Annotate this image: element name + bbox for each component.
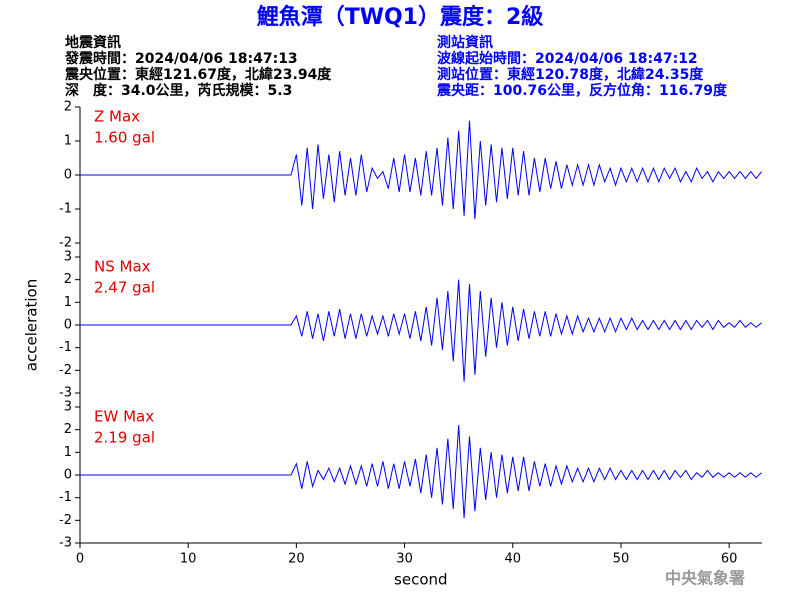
y-tick-label: 3 xyxy=(64,400,72,415)
info-left: 深 度：34.0公里，芮氏規模：5.3 xyxy=(65,82,292,99)
annotation: 2.47 gal xyxy=(94,279,155,297)
annotation: NS Max xyxy=(94,258,151,276)
y-tick-label: 1 xyxy=(64,295,72,310)
info-left: 地震資訊 xyxy=(65,34,121,51)
waveform xyxy=(80,279,762,382)
x-tick-label: 30 xyxy=(396,552,413,567)
x-tick-label: 60 xyxy=(721,552,738,567)
y-tick-label: 2 xyxy=(64,272,72,287)
y-tick-label: 0 xyxy=(64,468,72,483)
y-tick-label: -2 xyxy=(59,236,72,251)
info-left: 發震時間：2024/04/06 18:47:13 xyxy=(64,50,298,67)
annotation: EW Max xyxy=(94,408,154,426)
x-tick-label: 50 xyxy=(613,552,630,567)
footer: 中央氣象署 xyxy=(665,569,745,588)
y-tick-label: -3 xyxy=(59,386,72,401)
x-axis-label: second xyxy=(394,571,448,589)
y-tick-label: -1 xyxy=(59,490,72,505)
info-left: 震央位置：東經121.67度，北緯23.94度 xyxy=(64,66,332,83)
y-tick-label: 3 xyxy=(64,250,72,265)
y-tick-label: 2 xyxy=(64,100,72,115)
x-tick-label: 20 xyxy=(288,552,305,567)
x-tick-label: 40 xyxy=(504,552,521,567)
y-tick-label: -3 xyxy=(59,536,72,551)
info-right: 震央距：100.76公里，反方位角：116.79度 xyxy=(436,82,728,99)
x-tick-label: 10 xyxy=(180,552,197,567)
y-tick-label: 1 xyxy=(64,445,72,460)
info-right: 波線起始時間：2024/04/06 18:47:12 xyxy=(437,50,698,67)
annotation: 1.60 gal xyxy=(94,129,155,147)
annotation: Z Max xyxy=(94,108,140,126)
waveform xyxy=(80,120,762,220)
x-tick-label: 0 xyxy=(76,552,84,567)
y-axis-label: acceleration xyxy=(23,279,41,371)
y-tick-label: -1 xyxy=(59,202,72,217)
annotation: 2.19 gal xyxy=(94,429,155,447)
info-right: 測站位置：東經120.78度，北緯24.35度 xyxy=(437,66,704,83)
y-tick-label: -2 xyxy=(59,513,72,528)
y-tick-label: -1 xyxy=(59,340,72,355)
y-tick-label: 1 xyxy=(64,134,72,149)
title: 鯉魚潭（TWQ1）震度：2級 xyxy=(257,4,544,30)
y-tick-label: 2 xyxy=(64,422,72,437)
y-tick-label: 0 xyxy=(64,318,72,333)
y-tick-label: 0 xyxy=(64,168,72,183)
info-right: 測站資訊 xyxy=(437,34,493,51)
waveform xyxy=(80,425,762,519)
y-tick-label: -2 xyxy=(59,363,72,378)
